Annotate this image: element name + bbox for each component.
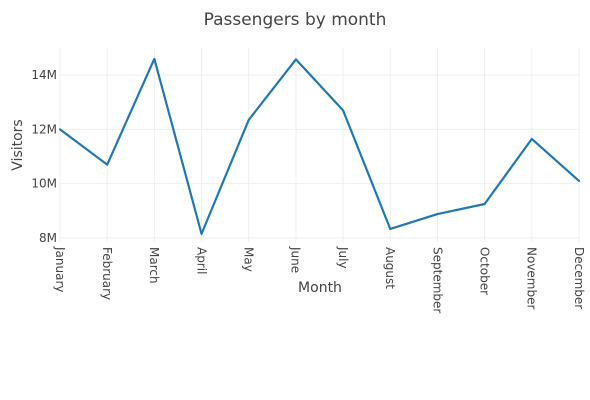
x-tick-label: May <box>242 247 256 272</box>
series-group <box>58 57 581 235</box>
y-gridlines <box>60 74 579 239</box>
x-tick-label: October <box>477 247 491 295</box>
y-tick-label: 8M <box>39 231 57 245</box>
x-tick-label: June <box>289 246 303 273</box>
series-line <box>58 57 581 235</box>
x-tick-label: April <box>194 247 208 274</box>
y-tick-label: 10M <box>31 177 57 191</box>
chart-title: Passengers by month <box>204 10 387 30</box>
x-axis-title: Month <box>298 280 342 296</box>
x-tick-label: August <box>383 247 397 289</box>
x-tick-label: January <box>53 246 67 293</box>
x-tick-label: December <box>572 247 586 309</box>
x-tick-label: March <box>147 247 161 284</box>
x-tick-label: September <box>430 247 444 313</box>
y-tick-label: 14M <box>31 68 57 82</box>
x-tick-label: November <box>525 247 539 309</box>
y-tick-labels: 8M 10M 12M 14M <box>31 68 57 245</box>
x-gridlines <box>59 48 580 242</box>
x-tick-labels: January February March April May June July Augu… <box>53 246 586 313</box>
x-tick-label: February <box>100 247 114 300</box>
x-tick-label: July <box>336 246 350 269</box>
y-tick-label: 12M <box>31 122 57 136</box>
y-axis-title: Visitors <box>10 119 26 170</box>
